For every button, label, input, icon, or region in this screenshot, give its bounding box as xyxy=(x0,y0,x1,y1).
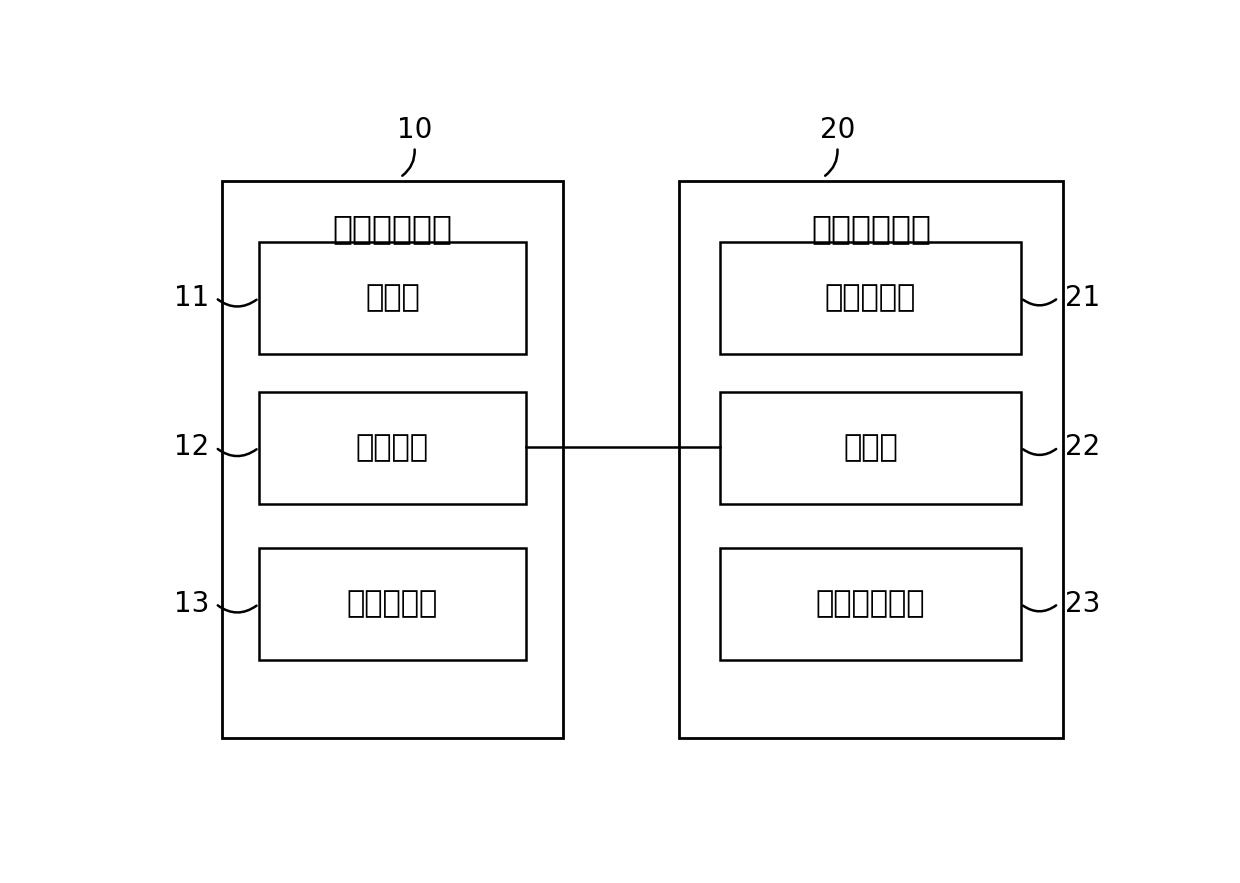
Bar xyxy=(259,391,526,503)
Text: 21: 21 xyxy=(1065,283,1100,312)
Bar xyxy=(720,242,1021,354)
Text: 11: 11 xyxy=(174,283,210,312)
Bar xyxy=(259,547,526,660)
Text: 20: 20 xyxy=(820,116,856,144)
Text: 伽马电压模块: 伽马电压模块 xyxy=(811,212,931,245)
Text: 计数器: 计数器 xyxy=(365,283,420,313)
Text: 第二存储器: 第二存储器 xyxy=(825,283,916,313)
Text: 第一存储器: 第一存储器 xyxy=(347,590,438,618)
Text: 时序控制模块: 时序控制模块 xyxy=(332,212,453,245)
Bar xyxy=(720,547,1021,660)
Text: 10: 10 xyxy=(397,116,433,144)
Text: 加法器: 加法器 xyxy=(843,434,898,462)
Bar xyxy=(678,181,1063,738)
Text: 12: 12 xyxy=(174,434,210,461)
Text: 数模转换单元: 数模转换单元 xyxy=(816,590,925,618)
Text: 13: 13 xyxy=(174,590,210,617)
Text: 22: 22 xyxy=(1065,434,1100,461)
Text: 23: 23 xyxy=(1065,590,1100,617)
Bar xyxy=(222,181,563,738)
Bar xyxy=(259,242,526,354)
Bar xyxy=(720,391,1021,503)
Text: 控制单元: 控制单元 xyxy=(356,434,429,462)
